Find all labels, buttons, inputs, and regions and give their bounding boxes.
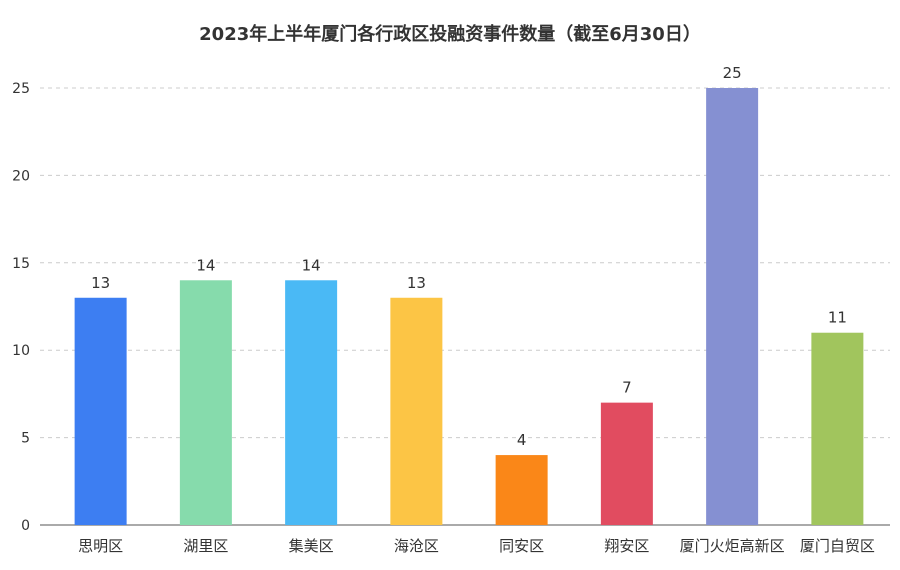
y-tick-label: 15	[12, 256, 30, 272]
y-tick-label: 0	[21, 518, 30, 534]
data-label: 13	[407, 274, 426, 292]
x-tick-label: 海沧区	[394, 537, 439, 555]
y-tick-label: 5	[21, 431, 30, 447]
x-tick-label: 厦门自贸区	[800, 537, 875, 555]
y-tick-label: 25	[12, 81, 30, 97]
bar	[74, 297, 127, 525]
y-tick-label: 20	[12, 168, 30, 184]
data-label: 4	[517, 431, 527, 449]
y-tick-label: 10	[12, 343, 30, 359]
data-label: 14	[302, 256, 321, 274]
bar	[600, 402, 653, 525]
bar	[706, 88, 759, 525]
data-label: 13	[91, 274, 110, 292]
bar	[811, 332, 864, 525]
bar	[390, 297, 443, 525]
x-tick-label: 集美区	[289, 537, 334, 555]
bar	[495, 455, 548, 525]
data-label: 14	[196, 256, 215, 274]
bar	[285, 280, 338, 525]
x-tick-label: 思明区	[78, 537, 123, 555]
x-tick-label: 厦门火炬高新区	[680, 537, 785, 555]
x-tick-label: 同安区	[499, 537, 544, 555]
data-label: 25	[723, 64, 742, 82]
data-label: 7	[622, 379, 632, 397]
chart-title: 2023年上半年厦门各行政区投融资事件数量（截至6月30日）	[199, 24, 701, 45]
data-label: 11	[828, 309, 847, 327]
bar	[179, 280, 232, 525]
x-tick-label: 湖里区	[183, 537, 228, 555]
x-tick-label: 翔安区	[604, 537, 649, 555]
